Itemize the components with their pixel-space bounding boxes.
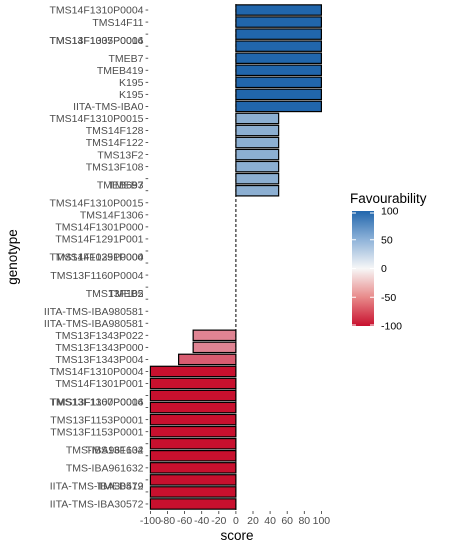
y-tick-label: IITA-TMS-IBA980581	[44, 306, 144, 318]
bar	[149, 389, 237, 402]
y-tick-label: IITA-TMS-IBA30572	[50, 499, 144, 511]
plot-area	[149, 4, 322, 510]
bar	[149, 413, 237, 426]
legend-ticks: 100 50 0 -50 -100	[352, 206, 402, 333]
legend-tick-label: 50	[381, 234, 393, 246]
y-tick-label: TMEB693	[97, 179, 144, 191]
y-tick-label: TMS13F104	[86, 444, 144, 456]
y-tick-label: TMS14F128	[86, 125, 144, 137]
bar	[149, 486, 237, 498]
y-axis-ticks: TMS14F1310P0004TMS14F11TMS14F1035P0004TM…	[44, 5, 149, 511]
legend: Favourability 100 50 0 -50 -100	[350, 191, 427, 333]
x-axis-title: score	[220, 528, 253, 543]
y-tick-label: IITA-TMS-IBA0	[73, 101, 144, 113]
y-tick-label: TMS-IBA961632	[66, 444, 144, 456]
bar	[149, 437, 237, 450]
bar	[235, 112, 280, 125]
y-tick-label: TMS13F1307P0016	[50, 35, 144, 47]
y-tick-label: TMS13F105	[86, 288, 144, 300]
bar	[178, 353, 237, 366]
y-tick-label: IITA-TMS-IBA30572	[50, 481, 144, 493]
y-tick-label: TMS14F1301P000	[55, 222, 143, 234]
bar	[192, 329, 237, 342]
bar	[235, 160, 280, 173]
y-tick-label: TMS14F1310P0015	[50, 197, 144, 209]
legend-tick-label: 100	[381, 206, 399, 218]
x-tick-label: -100	[140, 515, 161, 527]
bar	[149, 401, 237, 414]
bar	[235, 88, 322, 101]
bar	[235, 16, 322, 28]
y-tick-label: TMEB2	[108, 288, 143, 300]
legend-tick-label: -50	[381, 292, 396, 304]
x-tick-label: 80	[298, 515, 310, 527]
x-tick-label: -20	[211, 515, 226, 527]
bar	[235, 136, 280, 149]
y-tick-label: TMS14F1035P0004	[50, 35, 144, 47]
y-tick-label: TMS14F1310P0004	[50, 5, 144, 17]
bar	[235, 28, 322, 40]
y-tick-label: TMS14F1301P001	[55, 378, 143, 390]
legend-tick-label: -100	[381, 321, 402, 333]
y-tick-label: TMS13F1160P0004	[50, 270, 143, 282]
x-axis-ticks: -100-80 -60 -40 -20 0 20 40 60 80 100	[140, 511, 330, 527]
bar	[149, 365, 237, 378]
x-tick-label: 20	[247, 515, 259, 527]
bar	[235, 40, 322, 52]
bar	[149, 377, 237, 390]
bar	[235, 148, 280, 161]
y-tick-label: TMS14F122	[86, 137, 144, 149]
bar	[235, 4, 322, 16]
bar	[235, 172, 280, 185]
y-tick-label: TMS13F1160P0004	[50, 396, 143, 408]
y-tick-label: TMS13F2	[97, 149, 143, 161]
bar	[149, 425, 237, 438]
y-tick-label: TMS14F11	[92, 17, 143, 29]
y-tick-label: TMS14F1035P0004	[50, 252, 144, 264]
bar	[235, 184, 280, 197]
legend-title: Favourability	[350, 191, 427, 206]
bar	[235, 124, 280, 137]
y-tick-label: TMS14F1306	[80, 210, 144, 222]
bar	[192, 341, 237, 354]
bar	[235, 76, 322, 89]
y-tick-label: TMS13F1153P0001	[50, 426, 143, 438]
legend-tick-label: 0	[381, 263, 387, 275]
y-tick-label: TMS13F1307P0016	[50, 396, 144, 408]
y-tick-label: TMS14F1291P001	[55, 234, 143, 246]
y-tick-label: TMEB7	[108, 179, 143, 191]
bar	[235, 100, 322, 113]
bar	[235, 52, 322, 64]
legend-colorbar	[352, 211, 374, 326]
y-tick-label: K195	[119, 89, 144, 101]
y-tick-label: TMS13F1343P004	[55, 354, 143, 366]
bar	[235, 64, 322, 77]
y-tick-label: TMS13F1343P000	[55, 342, 143, 354]
bar	[149, 474, 237, 486]
y-tick-label: TMS13F1343P022	[55, 330, 143, 342]
y-tick-label: K195	[119, 77, 144, 89]
y-tick-label: TMEB419	[97, 481, 144, 493]
y-tick-label: TMS13F108	[86, 161, 144, 173]
y-tick-label: TMEB7	[108, 53, 143, 65]
x-tick-label: -80	[160, 515, 175, 527]
x-tick-label: 40	[264, 515, 276, 527]
y-tick-label: IITA-TMS-IBA980581	[44, 318, 144, 330]
y-tick-label: TMS13F1153P0001	[50, 414, 143, 426]
y-axis-title: genotype	[5, 229, 20, 285]
y-tick-label: TMS14F1291P000	[55, 252, 143, 264]
y-tick-label: TMEB419	[97, 65, 144, 77]
bar	[149, 498, 237, 510]
x-tick-label: -40	[194, 515, 209, 527]
x-tick-label: 60	[281, 515, 293, 527]
x-tick-label: 100	[313, 515, 331, 527]
bar	[149, 462, 237, 474]
x-tick-label: 0	[233, 515, 239, 527]
y-tick-label: TMS14F1310P0004	[50, 366, 144, 378]
x-tick-label: -60	[177, 515, 192, 527]
y-tick-label: TMS-IBA961632	[66, 463, 144, 475]
bar	[149, 450, 237, 462]
y-tick-label: TMS14F1310P0015	[50, 113, 144, 125]
